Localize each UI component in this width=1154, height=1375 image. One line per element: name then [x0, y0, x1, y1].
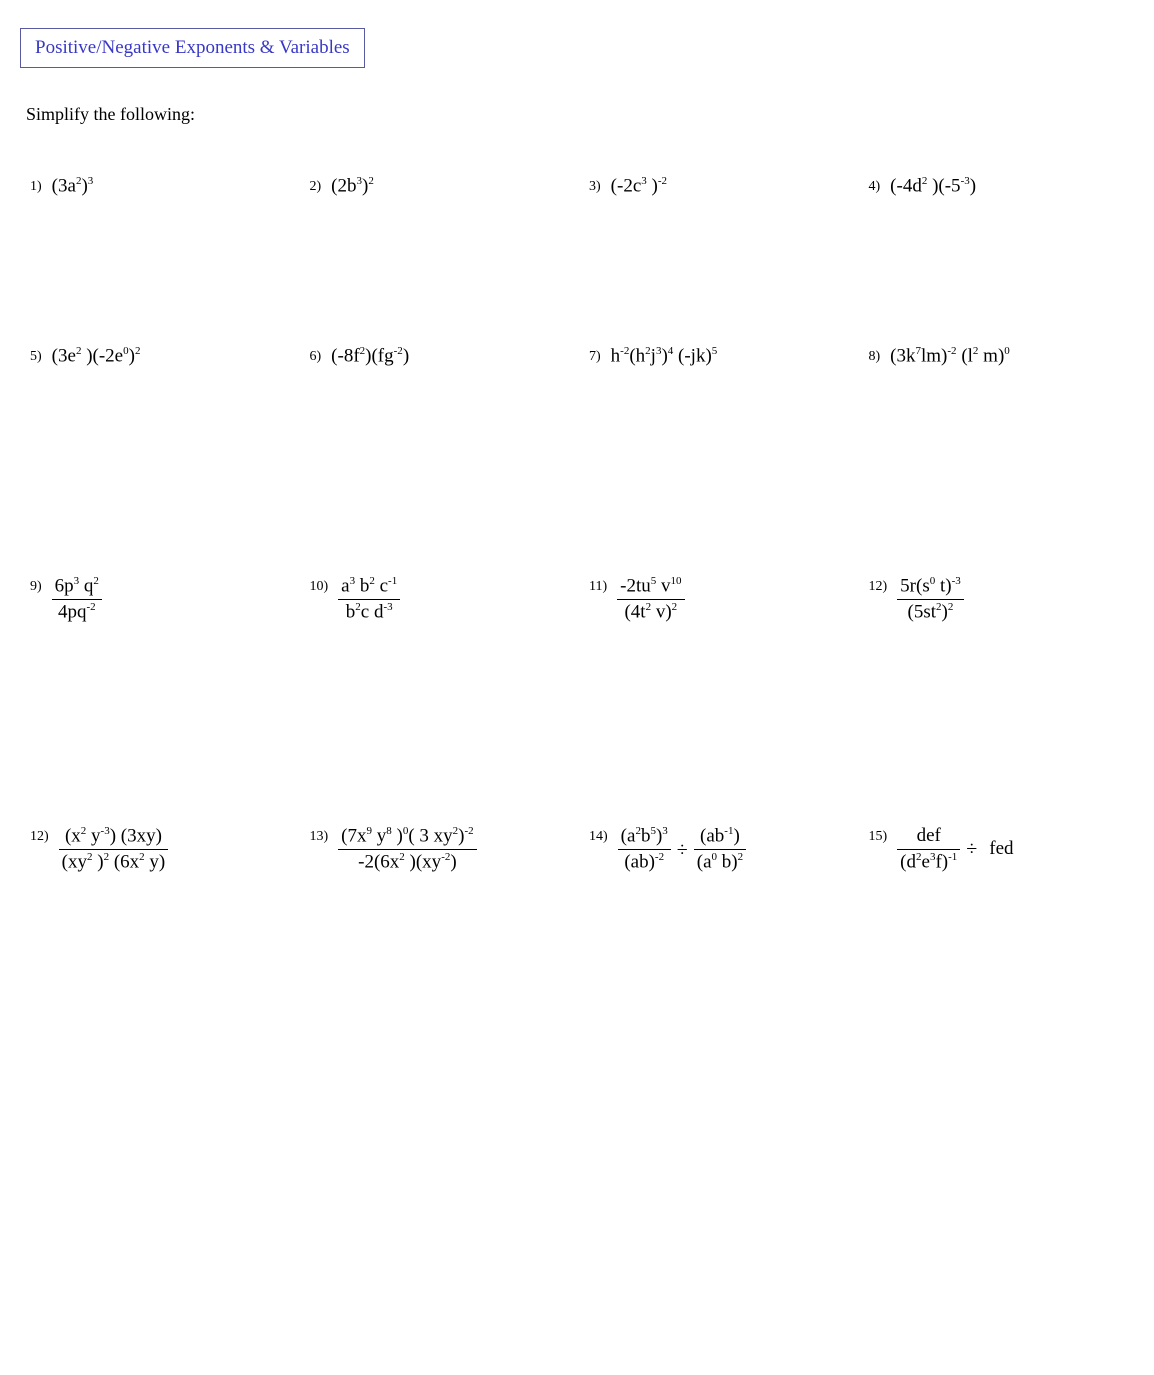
problem-number: 5)	[30, 349, 42, 365]
problem-expression: h-2(h2j3)4 (-jk)5	[611, 345, 718, 368]
problem-expression: (2b3)2	[331, 175, 374, 198]
problem-expression: (7x9 y8 )0( 3 xy2)-2-2(6x2 )(xy-2)	[338, 825, 476, 874]
problem-expression: (-4d2 )(-5-3)	[890, 175, 976, 198]
problem-expression: 6p3 q24pq-2	[52, 575, 102, 624]
problem-cell: 10) a3 b2 c-1b2c d-3	[298, 575, 578, 825]
problem-expression: (3a2)3	[52, 175, 94, 198]
problem-cell: 12) (x2 y-3) (3xy)(xy2 )2 (6x2 y)	[18, 825, 298, 1025]
problem-row: 1) (3a2)3 2) (2b3)2 3) (-2c3 )-2 4) (-4d2 )(-5-…	[18, 175, 1136, 345]
problem-row: 12) (x2 y-3) (3xy)(xy2 )2 (6x2 y) 13) (7x9 …	[18, 825, 1136, 1025]
problem-cell: 6) (-8f2)(fg-2)	[298, 345, 578, 575]
problem-cell: 1) (3a2)3	[18, 175, 298, 345]
problem-number: 13)	[310, 829, 329, 845]
problem-number: 12)	[30, 829, 49, 845]
problem-cell: 15) def(d2e3f)-1÷fed	[857, 825, 1137, 1025]
problem-number: 8)	[869, 349, 881, 365]
problem-cell: 3) (-2c3 )-2	[577, 175, 857, 345]
problem-cell: 13) (7x9 y8 )0( 3 xy2)-2-2(6x2 )(xy-2)	[298, 825, 578, 1025]
problem-cell: 4) (-4d2 )(-5-3)	[857, 175, 1137, 345]
problem-number: 6)	[310, 349, 322, 365]
problem-expression: a3 b2 c-1b2c d-3	[338, 575, 400, 624]
problem-number: 10)	[310, 579, 329, 595]
problem-expression: -2tu5 v10(4t2 v)2	[617, 575, 684, 624]
problem-grid: 1) (3a2)3 2) (2b3)2 3) (-2c3 )-2 4) (-4d2 )(-5-…	[18, 175, 1136, 1025]
problem-expression: (x2 y-3) (3xy)(xy2 )2 (6x2 y)	[59, 825, 169, 874]
problem-cell: 2) (2b3)2	[298, 175, 578, 345]
problem-cell: 7) h-2(h2j3)4 (-jk)5	[577, 345, 857, 575]
problem-number: 7)	[589, 349, 601, 365]
problem-cell: 5) (3e2 )(-2e0)2	[18, 345, 298, 575]
problem-expression: def(d2e3f)-1÷fed	[897, 825, 1013, 874]
problem-number: 14)	[589, 829, 608, 845]
problem-number: 3)	[589, 179, 601, 195]
worksheet-title-box: Positive/Negative Exponents & Variables	[20, 28, 365, 68]
problem-cell: 11) -2tu5 v10(4t2 v)2	[577, 575, 857, 825]
problem-number: 1)	[30, 179, 42, 195]
problem-number: 15)	[869, 829, 888, 845]
problem-number: 2)	[310, 179, 322, 195]
problem-cell: 14) (a2b5)3(ab)-2÷(ab-1)(a0 b)2	[577, 825, 857, 1025]
problem-cell: 9) 6p3 q24pq-2	[18, 575, 298, 825]
problem-number: 4)	[869, 179, 881, 195]
worksheet-title: Positive/Negative Exponents & Variables	[35, 37, 350, 58]
problem-number: 12)	[869, 579, 888, 595]
problem-expression: 5r(s0 t)-3(5st2)2	[897, 575, 964, 624]
problem-expression: (-8f2)(fg-2)	[331, 345, 409, 368]
problem-row: 5) (3e2 )(-2e0)2 6) (-8f2)(fg-2) 7) h-2(h2j3)…	[18, 345, 1136, 575]
problem-number: 9)	[30, 579, 42, 595]
problem-cell: 8) (3k7lm)-2 (l2 m)0	[857, 345, 1137, 575]
instruction-text: Simplify the following:	[26, 104, 1136, 125]
problem-expression: (3k7lm)-2 (l2 m)0	[890, 345, 1010, 368]
problem-expression: (3e2 )(-2e0)2	[52, 345, 141, 368]
problem-cell: 12) 5r(s0 t)-3(5st2)2	[857, 575, 1137, 825]
problem-row: 9) 6p3 q24pq-2 10) a3 b2 c-1b2c d-3 11) -2tu5…	[18, 575, 1136, 825]
problem-number: 11)	[589, 579, 607, 595]
problem-expression: (a2b5)3(ab)-2÷(ab-1)(a0 b)2	[618, 825, 746, 874]
problem-expression: (-2c3 )-2	[611, 175, 667, 198]
